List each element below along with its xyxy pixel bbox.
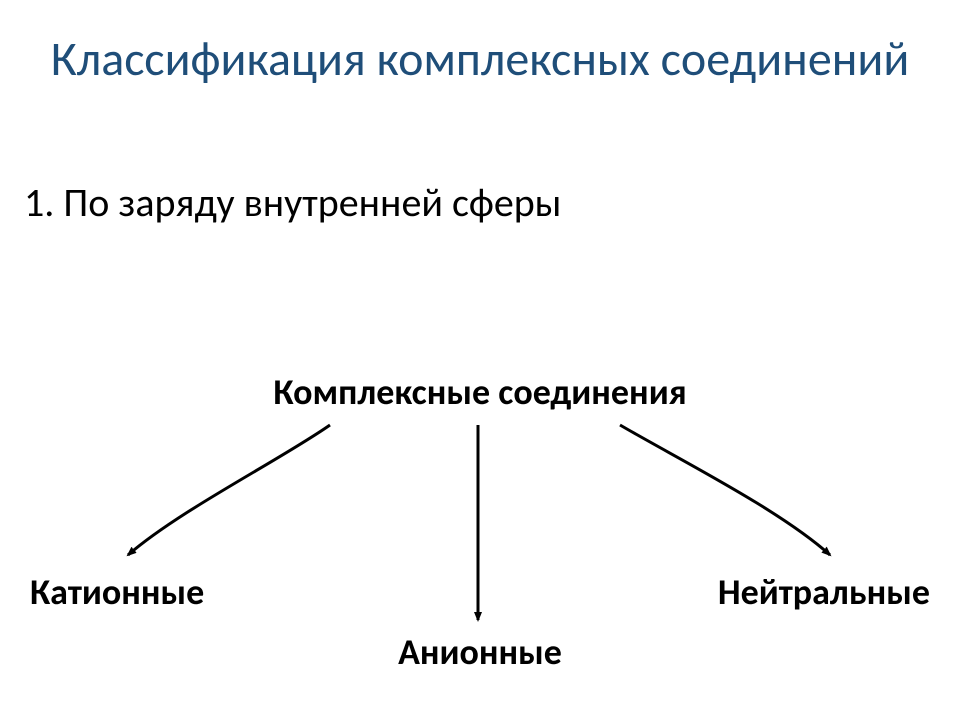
diagram-leaf-neutral: Нейтральные (718, 570, 930, 614)
diagram-root-node: Комплексные соединения (273, 370, 686, 414)
diagram-leaf-cationic: Катионные (30, 570, 204, 614)
arrow-left-icon (128, 425, 330, 555)
diagram-leaf-anionic: Анионные (398, 630, 562, 674)
slide-title: Классификация комплексных соединений (0, 0, 960, 88)
arrow-right-icon (620, 425, 830, 555)
slide-subtitle: 1. По заряду внутренней сферы (0, 178, 960, 227)
